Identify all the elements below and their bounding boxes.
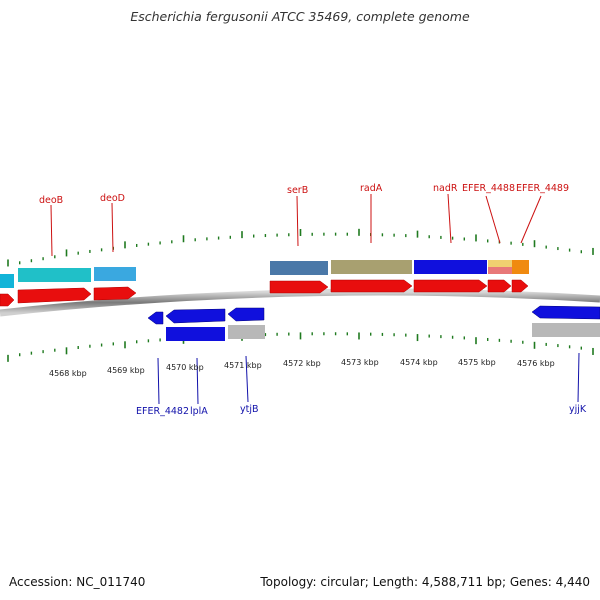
gene-labels-inner: EFER_4482 lplA ytjB yjjK (136, 352, 587, 417)
gene-box[interactable] (94, 267, 136, 281)
gene-box[interactable] (18, 268, 91, 282)
scale-labels: 4568 kbp 4569 kbp 4570 kbp 4571 kbp 4572… (49, 358, 555, 378)
gene-label-deod[interactable]: deoD (100, 193, 125, 204)
cds-arrow[interactable] (330, 279, 413, 293)
gene-box[interactable] (228, 325, 265, 339)
gene-track-outer (0, 260, 529, 288)
cds-arrow[interactable] (511, 279, 529, 293)
cds-arrow[interactable] (165, 308, 226, 324)
cds-arrow[interactable] (487, 279, 512, 293)
gene-box[interactable] (488, 260, 512, 267)
scale-label: 4574 kbp (400, 358, 438, 367)
gene-label-serb[interactable]: serB (287, 185, 308, 196)
gene-labels-outer: deoB deoD serB radA nadR EFER_4488 EFER_… (39, 183, 569, 257)
leader-line (196, 357, 199, 405)
cds-arrow[interactable] (227, 307, 265, 322)
gene-label-efer-4482[interactable]: EFER_4482 (136, 406, 189, 417)
cds-arrow[interactable] (17, 287, 92, 304)
map-title: Escherichia fergusonii ATCC 35469, compl… (130, 9, 470, 24)
leader-line (485, 195, 501, 244)
genome-summary-text: Topology: circular; Length: 4,588,711 bp… (260, 575, 590, 589)
leader-line (296, 195, 299, 247)
gene-label-yjjk[interactable]: yjjK (569, 404, 587, 415)
gene-box[interactable] (488, 267, 512, 274)
gene-label-nadr[interactable]: nadR (433, 183, 458, 194)
cds-arrow[interactable] (93, 286, 137, 301)
gene-box[interactable] (0, 274, 14, 288)
scale-label: 4570 kbp (166, 363, 204, 372)
leader-line (447, 193, 452, 244)
scale-label: 4576 kbp (517, 359, 555, 368)
gene-label-ytjb[interactable]: ytjB (240, 404, 259, 415)
gene-box[interactable] (532, 323, 600, 337)
scale-ticks-inner (7, 332, 594, 362)
accession-text: Accession: NC_011740 (9, 575, 146, 589)
cds-forward-track (0, 279, 529, 307)
cds-arrow[interactable] (269, 280, 329, 294)
scale-label: 4568 kbp (49, 369, 87, 378)
scale-label: 4575 kbp (458, 358, 496, 367)
gene-box[interactable] (512, 260, 529, 274)
scale-label: 4572 kbp (283, 359, 321, 368)
leader-line (577, 352, 580, 403)
cds-arrow[interactable] (0, 293, 15, 307)
scale-label: 4569 kbp (107, 366, 145, 375)
gene-box[interactable] (270, 261, 328, 275)
cds-arrow[interactable] (147, 311, 164, 325)
leader-line (520, 195, 542, 244)
gene-label-lpla[interactable]: lplA (190, 406, 208, 417)
gene-label-efer-4488[interactable]: EFER_4488 (462, 183, 515, 194)
gene-box[interactable] (166, 327, 225, 341)
gene-track-inner (166, 323, 600, 341)
leader-line (157, 357, 160, 405)
leader-line (50, 204, 53, 257)
gene-label-rada[interactable]: radA (360, 183, 383, 194)
leader-line (111, 202, 114, 253)
cds-arrow[interactable] (531, 305, 600, 320)
gene-box[interactable] (331, 260, 412, 274)
cds-reverse-track (147, 305, 600, 325)
scale-label: 4571 kbp (224, 361, 262, 370)
genome-backbone (0, 288, 600, 317)
scale-label: 4573 kbp (341, 358, 379, 367)
leader-line (245, 355, 249, 403)
gene-box[interactable] (414, 260, 487, 274)
cds-arrow[interactable] (413, 279, 488, 293)
gene-label-deob[interactable]: deoB (39, 195, 63, 206)
gene-label-efer-4489[interactable]: EFER_4489 (516, 183, 569, 194)
